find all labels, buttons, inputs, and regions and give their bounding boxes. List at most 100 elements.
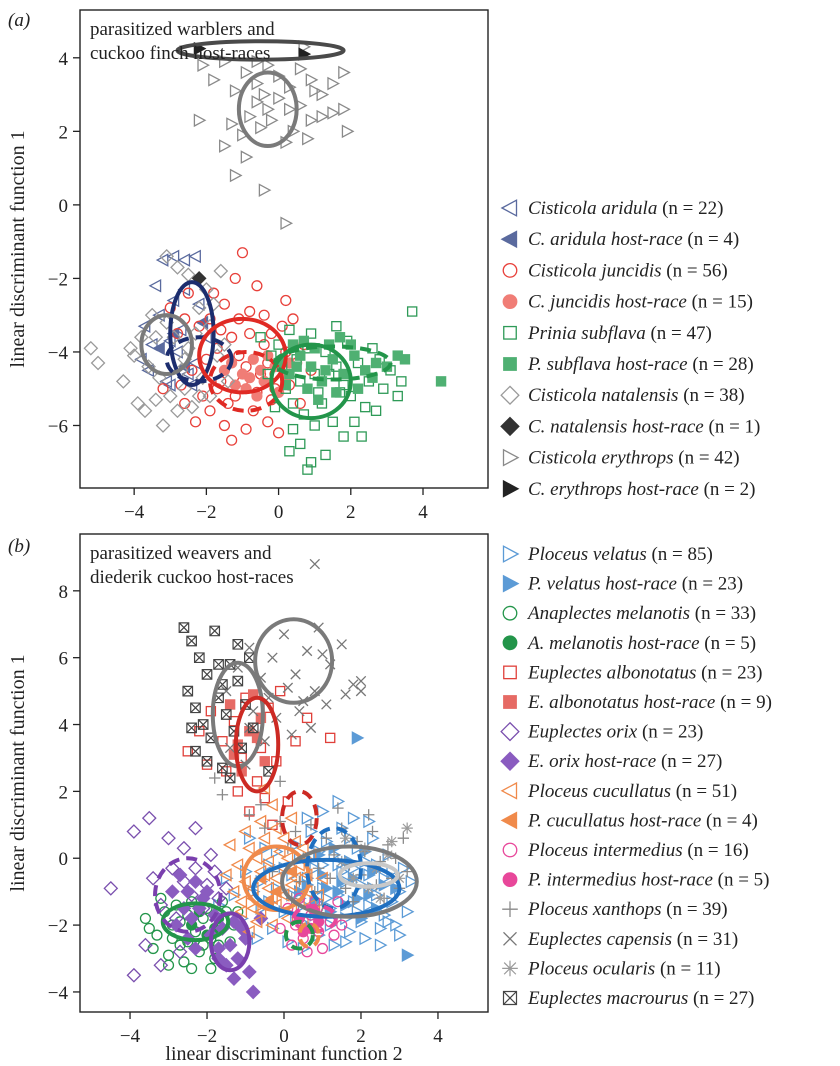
y-tick-label: −4 [48, 983, 69, 1004]
data-point [145, 870, 161, 886]
data-point [126, 967, 142, 983]
data-point [301, 811, 315, 825]
legend-marker [502, 574, 520, 593]
data-point [336, 639, 347, 650]
confidence-ellipse [291, 903, 338, 934]
data-point [374, 892, 386, 905]
legend-label: Ploceus cucullatus (n = 51) [527, 781, 737, 802]
legend-item-euplectes-orix: Euplectes orix (n = 23) [500, 722, 703, 743]
data-point [324, 732, 336, 744]
data-point [219, 139, 232, 153]
data-point [401, 948, 415, 962]
legend-species-name: Ploceus xanthops [527, 899, 662, 920]
y-axis-label: linear discriminant function 1 [7, 130, 29, 367]
x-tick-label: 0 [274, 502, 284, 523]
data-point [401, 822, 413, 834]
y-tick-label: −2 [48, 916, 68, 937]
data-point [313, 394, 324, 405]
data-point [148, 392, 164, 408]
legend-item-euplectes-macrourus: Euplectes macrourus (n = 27) [502, 988, 754, 1009]
data-point [251, 95, 265, 109]
data-point [401, 865, 413, 878]
legend-count: (n = 33) [695, 603, 756, 624]
data-point [236, 247, 249, 259]
legend-item-ploceus-xanthops: Ploceus xanthops (n = 39) [502, 899, 728, 920]
data-point [262, 416, 274, 428]
data-point [157, 383, 169, 395]
data-point [251, 280, 263, 292]
data-point [184, 399, 200, 415]
data-point [344, 924, 357, 939]
legend-species-name: C. aridula host-race [528, 229, 683, 250]
data-point [386, 835, 398, 848]
legend-count: (n = 23) [642, 722, 703, 743]
legend-label: Euplectes orix (n = 23) [527, 722, 703, 743]
data-point [320, 449, 331, 461]
data-point [295, 350, 306, 361]
data-point [188, 941, 203, 956]
legend-marker [503, 931, 517, 946]
data-point [249, 914, 263, 929]
data-point [180, 884, 196, 900]
legend-marker [502, 479, 520, 498]
x-tick-label: 4 [418, 502, 428, 523]
data-point [405, 874, 419, 889]
legend-count: (n = 4) [687, 229, 739, 250]
data-point [255, 799, 267, 811]
data-point [255, 332, 266, 343]
data-point [349, 350, 360, 361]
x-tick-label: −2 [197, 1026, 217, 1047]
data-point [360, 365, 371, 376]
confidence-ellipse [197, 316, 288, 395]
data-point [197, 719, 209, 730]
data-point [284, 878, 298, 892]
data-point [191, 300, 207, 316]
legend-species-name: P. cucullatus host-race [527, 810, 701, 831]
data-point [170, 260, 185, 275]
data-point [179, 397, 191, 410]
legend-species-name: C. juncidis host-race [528, 292, 687, 313]
confidence-ellipse [269, 342, 353, 421]
data-point [334, 332, 346, 343]
x-tick-label: 4 [433, 1026, 443, 1047]
data-point [392, 390, 403, 402]
data-point [176, 840, 192, 856]
data-point [286, 729, 297, 740]
legend-count: (n = 5) [704, 633, 756, 654]
confidence-ellipse [272, 344, 393, 382]
data-point [267, 921, 280, 936]
legend-marker [502, 635, 518, 651]
data-point [216, 789, 229, 801]
data-point [103, 880, 119, 896]
data-point [340, 935, 353, 949]
data-point [317, 649, 328, 660]
data-point [241, 964, 257, 980]
series-cisticola-erythrops [193, 39, 355, 231]
data-point [182, 287, 194, 299]
legend-count: (n = 15) [692, 292, 753, 313]
legend-item-prinia-subflava: Prinia subflava (n = 47) [503, 323, 712, 344]
data-point [259, 756, 270, 767]
data-point [209, 772, 221, 784]
data-point [182, 685, 194, 697]
legend-count: (n = 2) [704, 479, 756, 500]
data-point [141, 810, 157, 826]
data-point [193, 652, 205, 664]
data-point [355, 675, 367, 687]
data-point [287, 313, 299, 325]
confidence-ellipse [139, 313, 194, 377]
legend-label: C. erythrops host-race (n = 2) [528, 479, 755, 500]
data-point [309, 420, 320, 431]
data-point [305, 328, 317, 339]
data-point [232, 786, 244, 797]
legend-item-ploceus-velatus: Ploceus velatus (n = 85) [502, 544, 713, 565]
data-point [244, 642, 255, 653]
confidence-ellipse [208, 911, 252, 973]
legend-label: C. juncidis host-race (n = 15) [528, 292, 753, 313]
x-tick-label: −4 [124, 502, 145, 523]
data-point [338, 102, 351, 117]
data-point [261, 854, 275, 869]
confidence-ellipse [168, 280, 216, 388]
data-point [294, 705, 305, 717]
x-tick-label: 2 [346, 502, 356, 523]
